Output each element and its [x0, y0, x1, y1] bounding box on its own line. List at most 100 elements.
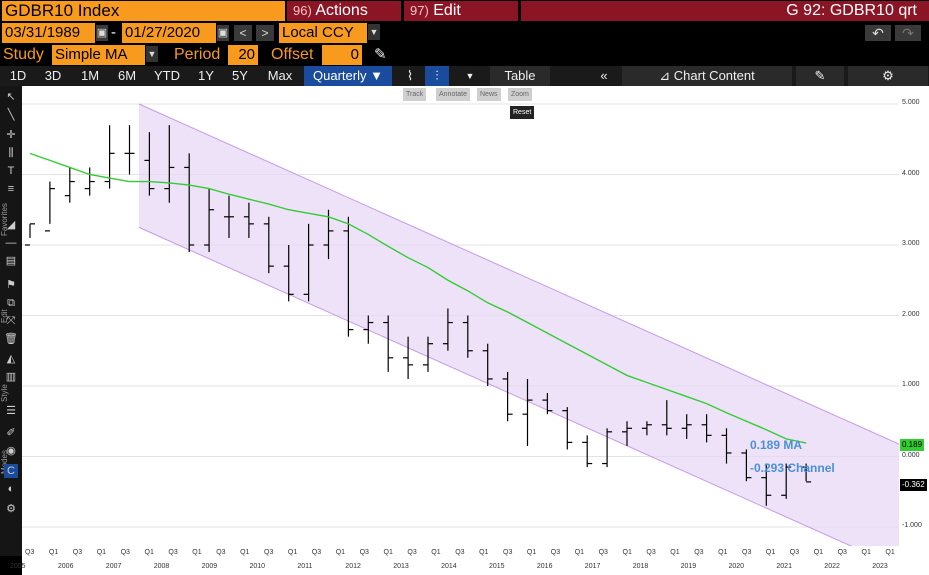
calendar-icon[interactable]: ▣: [217, 25, 229, 41]
y-tick-label: 3.000: [902, 240, 920, 247]
ohlc-bar: [224, 195, 234, 238]
reset-button[interactable]: Reset: [510, 106, 535, 119]
list-icon[interactable]: ☰: [6, 405, 16, 417]
x-quarter-label: Q3: [742, 549, 752, 556]
track-button[interactable]: Track: [403, 88, 427, 101]
study-bar: Study Simple MA ▼ Period 20 Offset 0 ✎: [0, 44, 929, 66]
currency-field[interactable]: Local CCY: [279, 23, 367, 43]
x-quarter-label: Q3: [407, 549, 417, 556]
annotate-button[interactable]: Annotate: [436, 88, 471, 101]
actions-menu[interactable]: 96) Actions: [287, 1, 401, 21]
line-tool-icon[interactable]: ╲: [7, 109, 15, 121]
edit-menu[interactable]: 97) Edit: [404, 1, 518, 21]
tab-5y[interactable]: 5Y: [232, 68, 248, 83]
bars-icon[interactable]: ⫼: [8, 147, 14, 159]
x-year-label: 2007: [105, 563, 122, 570]
pencil-icon[interactable]: ✎: [374, 46, 387, 63]
zoom-button[interactable]: Zoom: [508, 88, 532, 101]
period-field[interactable]: 20: [228, 45, 258, 65]
tab-1d[interactable]: 1D: [9, 68, 27, 83]
cross-icon[interactable]: ✛: [6, 129, 16, 141]
flag-icon[interactable]: ⚑: [6, 279, 16, 291]
x-quarter-label: Q1: [813, 549, 824, 556]
table-button[interactable]: Table: [490, 66, 550, 86]
ohlc-bar: [184, 153, 195, 253]
security-field[interactable]: GDBR10 Index: [2, 1, 285, 21]
calendar-icon[interactable]: ▣: [96, 25, 108, 41]
tab-ytd[interactable]: YTD: [154, 68, 180, 83]
channel-upper-line: [138, 103, 900, 445]
tab-1m[interactable]: 1M: [80, 68, 100, 83]
x-quarter-label: Q1: [287, 549, 298, 556]
offset-field[interactable]: 0: [322, 45, 362, 65]
chevron-down-icon[interactable]: ▼: [465, 71, 475, 81]
x-quarter-label: Q3: [168, 549, 178, 556]
x-year-label: 2010: [249, 563, 266, 570]
channel-annotation: -0.293 Channel: [750, 461, 835, 475]
x-year-label: 2022: [824, 563, 840, 570]
chevron-down-icon[interactable]: ▼: [146, 46, 158, 62]
ohlc-bar: [542, 393, 553, 415]
end-date-field[interactable]: 01/27/2020: [122, 23, 216, 43]
x-year-label: 2009: [201, 563, 218, 570]
trash-icon[interactable]: 🗑: [4, 333, 18, 345]
ohlc-bar: [582, 435, 593, 468]
edit-number: 97): [410, 3, 429, 18]
line-chart-icon[interactable]: ⌇: [406, 68, 414, 83]
ohlc-bar: [64, 167, 75, 203]
pen-icon[interactable]: ✐: [6, 427, 16, 439]
ohlc-bar: [681, 414, 692, 439]
edit-chart-icon[interactable]: ✎: [796, 66, 844, 86]
ohlc-bar: [363, 315, 374, 344]
tab-max[interactable]: Max: [267, 68, 293, 83]
paint-icon[interactable]: ◭: [6, 353, 16, 365]
x-quarter-label: Q1: [96, 549, 107, 556]
gear-icon[interactable]: ⚙: [848, 66, 928, 86]
x-quarter-label: Q1: [431, 549, 441, 556]
copy-icon[interactable]: ⧉: [7, 297, 15, 309]
text-icon[interactable]: T: [7, 165, 15, 177]
move-icon[interactable]: ⤧: [6, 315, 16, 327]
x-quarter-label: Q1: [718, 549, 728, 556]
tab-3d[interactable]: 3D: [44, 68, 62, 83]
chart-area[interactable]: 0.189 MA -0.293 Channel Track Annotate N…: [22, 86, 900, 568]
ohlc-bar: [502, 371, 513, 422]
ohlc-bar: [522, 378, 533, 446]
x-year-label: 2012: [345, 563, 361, 570]
ohlc-bar: [403, 336, 414, 379]
start-date-field[interactable]: 03/31/1989: [2, 23, 95, 43]
tab-1y[interactable]: 1Y: [198, 68, 214, 83]
bar-chart-icon[interactable]: ⫶: [425, 66, 449, 86]
triangle-icon[interactable]: ◢: [6, 219, 16, 231]
chevron-down-icon[interactable]: ▼: [368, 24, 380, 40]
ohlc-bar: [164, 125, 175, 203]
ohlc-bar: [124, 125, 135, 175]
mode-c-icon[interactable]: C: [4, 464, 18, 478]
next-arrow-icon[interactable]: >: [256, 25, 274, 41]
tab-6m[interactable]: 6M: [117, 68, 137, 83]
ohlc-bar: [423, 336, 433, 372]
settings-icon[interactable]: ⚙: [6, 503, 16, 515]
x-quarter-label: Q1: [48, 549, 59, 556]
price-chart[interactable]: 0.189 MA -0.293 Channel: [22, 86, 900, 568]
collapse-icon[interactable]: «: [600, 68, 608, 83]
ohlc-bar: [741, 449, 752, 482]
chart-content-button[interactable]: ⊿ Chart Content: [622, 66, 792, 86]
y-axis: 5.000 4.000 3.000 2.000 1.000 0.000 -1.000 0.1…: [899, 86, 929, 546]
x-quarter-label: Q1: [574, 549, 585, 556]
fib-icon[interactable]: ≡: [7, 183, 15, 195]
minus-icon[interactable]: —: [5, 237, 17, 249]
mode-d-icon[interactable]: ◐: [7, 483, 15, 495]
undo-icon[interactable]: ↶: [865, 25, 891, 41]
eye-icon[interactable]: ◉: [6, 445, 16, 457]
prev-arrow-icon[interactable]: <: [234, 25, 252, 41]
ohlc-bar: [721, 428, 732, 464]
redo-icon[interactable]: ↷: [895, 25, 921, 41]
cursor-icon[interactable]: ↖: [6, 91, 16, 103]
study-field[interactable]: Simple MA: [52, 45, 145, 65]
style-icon[interactable]: ▥: [5, 371, 17, 383]
news-button[interactable]: News: [477, 88, 501, 101]
layers-icon[interactable]: ▤: [5, 255, 17, 267]
frequency-dropdown[interactable]: Quarterly ▼: [304, 66, 392, 86]
edit-label-side: Edit: [0, 309, 9, 323]
